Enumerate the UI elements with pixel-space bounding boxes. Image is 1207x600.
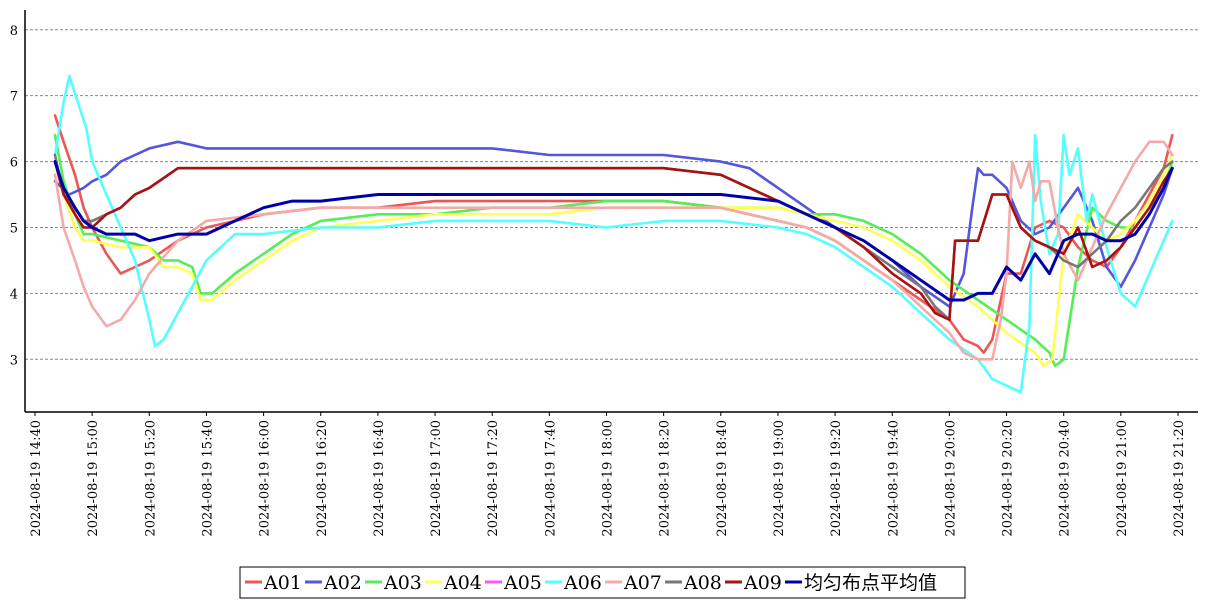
y-tick-label: 3 (10, 353, 18, 368)
x-tick-label: 2024-08-19 15:00 (86, 420, 101, 537)
x-tick-label: 2024-08-19 20:00 (943, 420, 958, 537)
legend-label: 均匀布点平均值 (804, 572, 937, 594)
x-tick-label: 2024-08-19 16:40 (372, 420, 387, 537)
x-tick-label: 2024-08-19 16:00 (258, 420, 273, 537)
x-tick-label: 2024-08-19 15:40 (200, 420, 215, 537)
x-tick-label: 2024-08-19 17:20 (486, 420, 501, 537)
x-tick-label: 2024-08-19 20:40 (1058, 420, 1073, 537)
x-tick-label: 2024-08-19 17:40 (543, 420, 558, 537)
legend-box (239, 566, 966, 599)
legend-label: A03 (383, 572, 422, 594)
x-tick-label: 2024-08-19 19:00 (772, 420, 787, 537)
legend-label: A09 (743, 572, 782, 594)
series-line-A03 (53, 133, 1174, 368)
x-axis-ticks: 2024-08-19 14:40 2024-08-19 15:00 2024-08-… (29, 412, 1187, 537)
legend: A01 A02 A03 A04 A05 A06 A07 A08 A09 均匀布点平均值 (239, 566, 966, 599)
legend-label: A01 (263, 572, 302, 594)
series-line-均匀布点平均值 (53, 160, 1174, 302)
legend-label: A02 (323, 572, 362, 594)
x-tick-label: 2024-08-19 21:00 (1115, 420, 1130, 537)
series-line-A06 (53, 74, 1174, 394)
x-tick-label: 2024-08-19 21:20 (1172, 420, 1187, 537)
x-tick-label: 2024-08-19 15:20 (143, 420, 158, 537)
x-tick-label: 2024-08-19 18:20 (658, 420, 673, 537)
legend-label: A05 (503, 572, 542, 594)
series-line-A07 (53, 140, 1174, 361)
legend-label: A07 (623, 572, 662, 594)
x-tick-label: 2024-08-19 19:40 (886, 420, 901, 537)
y-axis-ticks: 3 4 5 6 7 8 (10, 24, 18, 369)
x-tick-label: 2024-08-19 18:00 (601, 420, 616, 537)
x-tick-label: 2024-08-19 16:20 (315, 420, 330, 537)
y-tick-label: 8 (10, 24, 18, 39)
y-tick-label: 7 (10, 90, 18, 105)
y-tick-label: 4 (10, 287, 18, 302)
series-lines (53, 74, 1174, 394)
x-tick-label: 2024-08-19 14:40 (29, 420, 44, 537)
x-tick-label: 2024-08-19 17:00 (429, 420, 444, 537)
x-tick-label: 2024-08-19 18:40 (715, 420, 730, 537)
x-tick-label: 2024-08-19 20:20 (1001, 420, 1016, 537)
y-tick-label: 6 (10, 156, 18, 171)
legend-label: A08 (683, 572, 722, 594)
legend-label: A04 (443, 572, 482, 594)
x-tick-label: 2024-08-19 19:20 (829, 420, 844, 537)
y-tick-label: 5 (10, 221, 18, 236)
legend-label: A06 (563, 572, 602, 594)
